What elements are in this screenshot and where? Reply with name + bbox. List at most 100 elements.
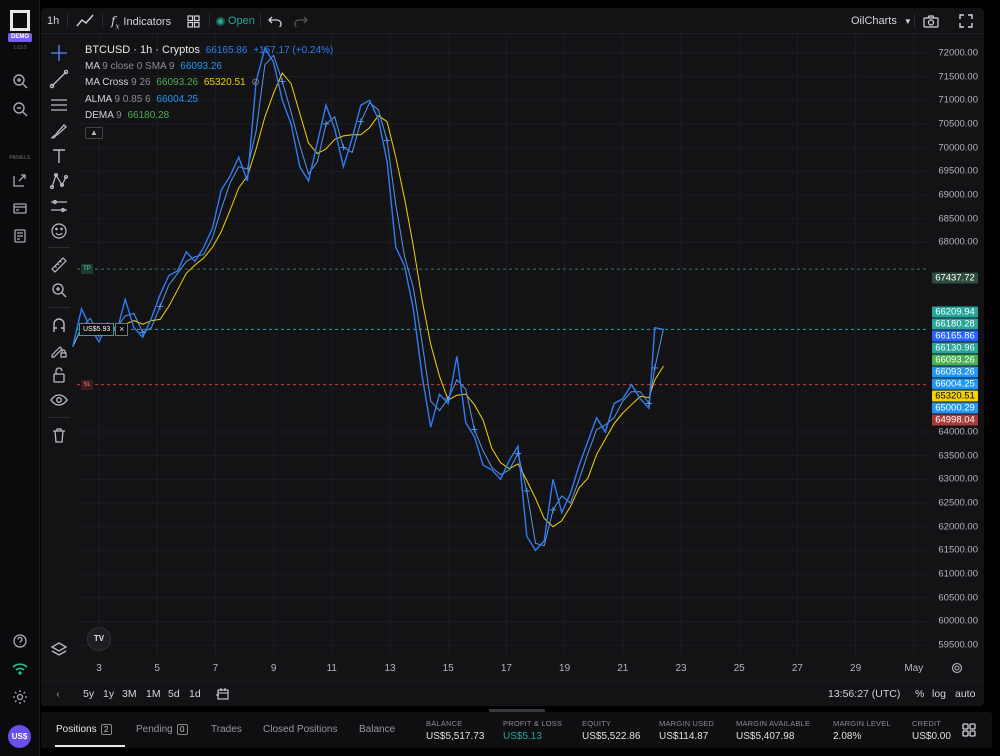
ma-value: 66093.26	[180, 60, 222, 72]
legend-ma-cross-row[interactable]: MA Cross 9 26 66093.26 65320.51 ⊘	[85, 75, 333, 92]
dema-params: 9	[116, 110, 122, 121]
close-position-icon[interactable]: ×	[115, 322, 129, 336]
fib-retracement-icon[interactable]	[49, 95, 69, 115]
interval-selector[interactable]: 1h	[47, 15, 60, 27]
trendline-icon[interactable]	[49, 69, 69, 89]
lock-icon[interactable]	[49, 365, 69, 385]
text-tool-icon[interactable]	[49, 146, 69, 166]
account-tab-label: Positions	[56, 724, 97, 735]
account-tab[interactable]: Pending 0	[136, 712, 188, 748]
account-tab-count: 2	[100, 724, 112, 735]
take-profit-tag[interactable]: TP	[81, 264, 93, 275]
account-stat-value: US$0.00	[912, 731, 951, 742]
user-avatar[interactable]: US$	[8, 725, 31, 748]
camera-snapshot-icon[interactable]	[923, 8, 939, 34]
app-logo[interactable]	[10, 10, 30, 31]
account-tab-label: Balance	[359, 724, 396, 735]
panel-account-icon[interactable]	[11, 199, 29, 217]
date-range-calendar-icon[interactable]	[216, 682, 230, 706]
brush-icon[interactable]	[49, 121, 69, 141]
stop-loss-tag[interactable]: SL	[81, 379, 93, 390]
price-chart-canvas[interactable]: ++++++++++++++++	[41, 8, 984, 706]
time-tick-label: 23	[675, 663, 687, 674]
price-level-badge: 66180.28	[932, 318, 978, 329]
legend-dema-row[interactable]: DEMA 9 66180.28	[85, 108, 333, 125]
indicators-button[interactable]: fx Indicators	[111, 8, 171, 34]
account-stat-value: US$114.87	[659, 731, 709, 742]
ma-cross-marker: +	[523, 486, 531, 497]
layers-icon[interactable]	[49, 640, 69, 660]
fullscreen-icon[interactable]	[959, 8, 973, 34]
layouts-grid-icon[interactable]	[187, 8, 200, 34]
tradingview-logo-icon[interactable]: TV	[87, 627, 111, 651]
log-scale-toggle[interactable]: log	[932, 688, 947, 700]
price-level-badge: 65320.51	[932, 390, 978, 401]
legend-ma-row[interactable]: MA 9 close 0 SMA 9 66093.26	[85, 59, 333, 76]
account-tab[interactable]: Trades	[211, 712, 242, 748]
eye-visibility-icon[interactable]	[49, 390, 69, 410]
account-tab-label: Trades	[211, 724, 242, 735]
time-tick-label: 9	[270, 663, 277, 674]
indicators-label: Indicators	[123, 16, 172, 28]
dema-value: 66180.28	[127, 110, 170, 121]
panel-grid-menu-icon[interactable]	[961, 722, 977, 738]
layout-name-dropdown[interactable]: OilCharts ▼	[851, 8, 912, 34]
price-tick-label: 70500.00	[938, 118, 978, 130]
help-icon[interactable]	[11, 632, 29, 650]
dema-name: DEMA	[85, 110, 114, 121]
range-button[interactable]: 1d	[189, 688, 201, 700]
range-button[interactable]: 3M	[122, 688, 137, 700]
zoom-in-icon[interactable]	[11, 72, 29, 90]
account-tab[interactable]: Positions 2	[56, 712, 112, 748]
alma-params: 9 0.85 6	[114, 93, 151, 105]
price-level-badge: 66130.96	[932, 342, 978, 353]
connection-wifi-icon	[11, 660, 29, 678]
range-button[interactable]: 1y	[103, 688, 115, 700]
magnifier-zoom-icon[interactable]	[49, 280, 69, 300]
undo-icon[interactable]	[268, 8, 282, 34]
axis-settings-gear-icon[interactable]	[951, 662, 963, 674]
price-tick-label: 61000.00	[938, 568, 978, 580]
position-pnl-tag[interactable]: US$5.93 ×	[79, 322, 129, 336]
account-stat-label: CREDIT	[912, 719, 942, 728]
chart-type-line-icon[interactable]	[76, 8, 94, 34]
auto-scale-toggle[interactable]: auto	[955, 688, 976, 700]
price-axis[interactable]: 72000.00 71500.00 71000.00 70500.00 70000.00…	[929, 34, 984, 657]
collapse-legend-icon[interactable]: ▲	[85, 126, 103, 139]
legend-symbol-row[interactable]: BTCUSD · 1h · Cryptos 66165.86 +157.17 (…	[85, 42, 333, 59]
pencil-lock-icon[interactable]	[49, 340, 69, 360]
settings-gear-icon[interactable]	[11, 688, 29, 706]
scroll-left-icon[interactable]: ‹	[56, 688, 60, 700]
hidden-toggle-icon[interactable]: ⊘	[251, 77, 260, 88]
percent-scale-toggle[interactable]: %	[915, 688, 925, 700]
account-tab[interactable]: Closed Positions	[263, 712, 337, 748]
redo-icon[interactable]	[294, 8, 308, 34]
panel-share-icon[interactable]	[11, 171, 29, 189]
time-tick-label: May	[904, 663, 924, 674]
demo-badge: DEMO	[8, 33, 32, 42]
emoji-icon[interactable]	[49, 221, 69, 241]
trash-icon[interactable]	[49, 425, 69, 445]
ruler-icon[interactable]	[49, 255, 69, 275]
price-tick-label: 70000.00	[938, 142, 978, 154]
chart-legend: BTCUSD · 1h · Cryptos 66165.86 +157.17 (…	[85, 42, 333, 141]
crosshair-icon[interactable]	[49, 43, 69, 63]
price-series-line	[72, 46, 664, 552]
chart-widget: 1h fx Indicators Open OilCharts ▼	[41, 8, 984, 706]
utc-clock[interactable]: 13:56:27 (UTC)	[828, 688, 901, 700]
price-tick-label: 63000.00	[938, 473, 978, 485]
price-level-badge: 66004.25	[932, 378, 978, 389]
magnet-icon[interactable]	[49, 315, 69, 335]
account-tab[interactable]: Balance	[359, 712, 395, 748]
symbol-change: +157.17 (+0.24%)	[253, 45, 334, 56]
pattern-tool-icon[interactable]	[49, 171, 69, 191]
alma-name: ALMA	[85, 93, 112, 105]
zoom-out-icon[interactable]	[11, 100, 29, 118]
legend-alma-row[interactable]: ALMA 9 0.85 6 66004.25	[85, 92, 333, 109]
panel-resize-handle[interactable]	[489, 709, 545, 712]
forecast-tool-icon[interactable]	[49, 196, 69, 216]
range-button[interactable]: 5y	[83, 688, 95, 700]
panel-orders-icon[interactable]	[11, 227, 29, 245]
range-button[interactable]: 5d	[168, 688, 180, 700]
range-button[interactable]: 1M	[146, 688, 161, 700]
